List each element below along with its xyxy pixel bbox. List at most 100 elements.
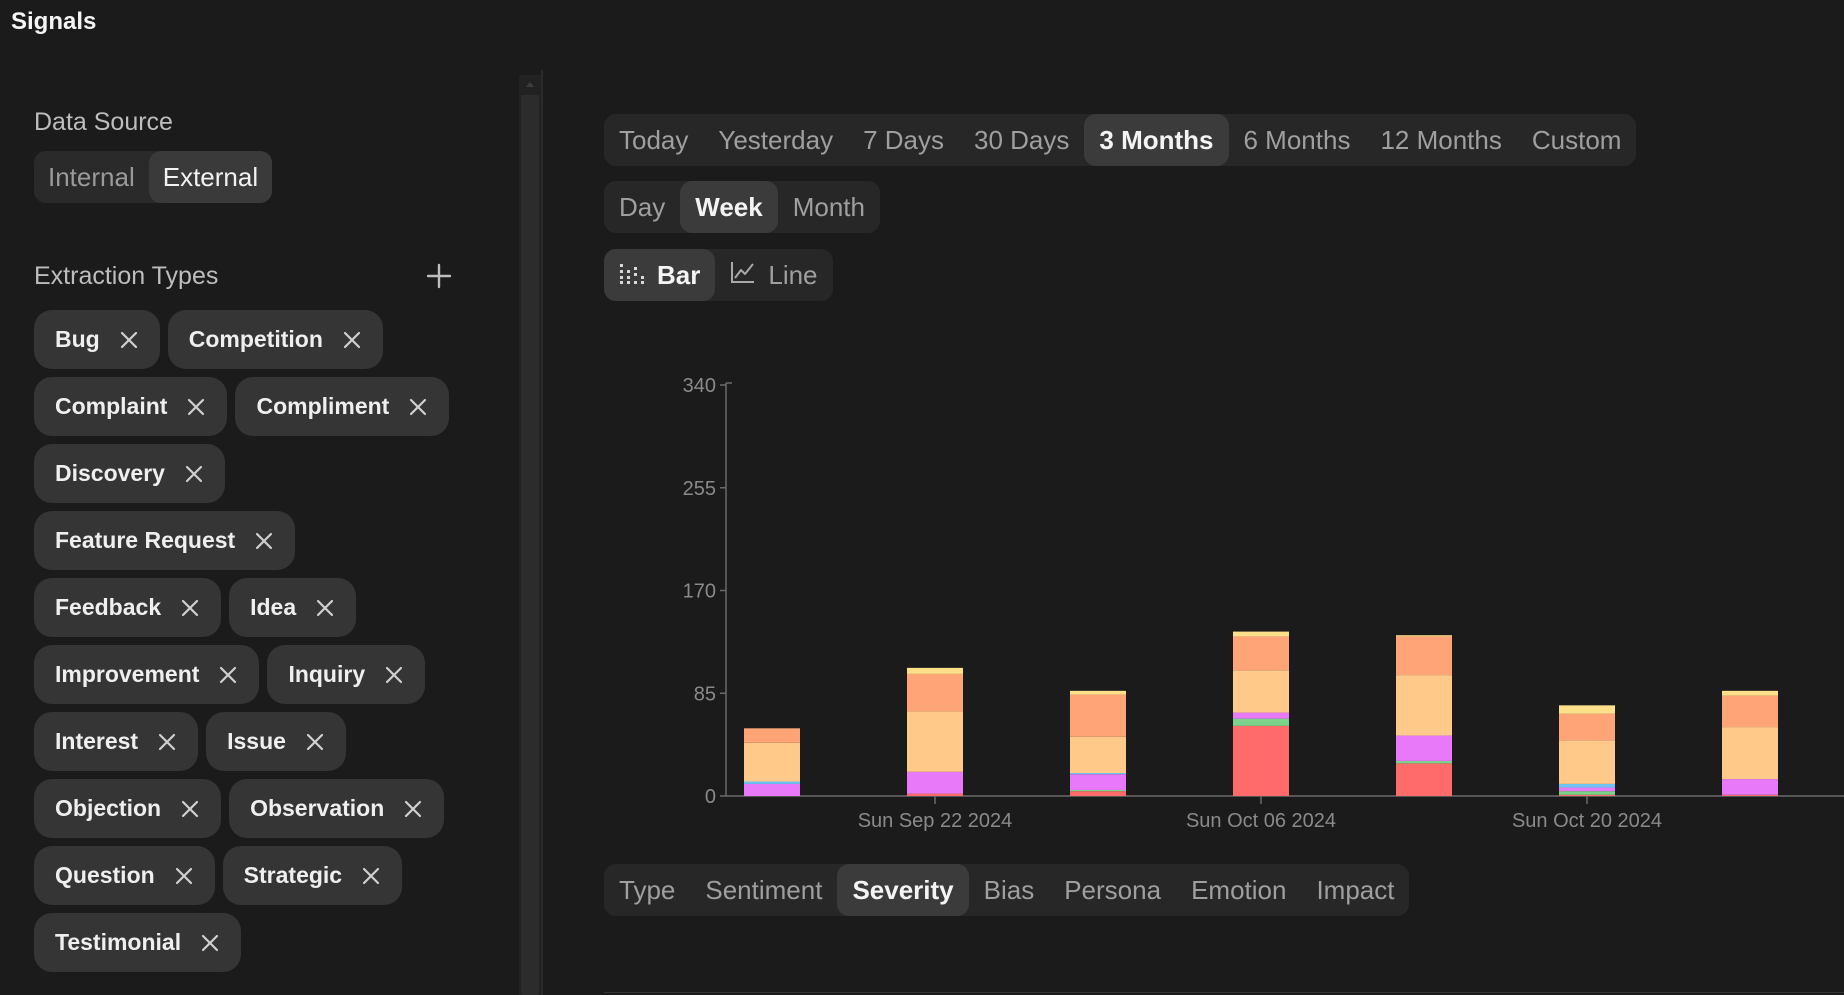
- bar-segment: [1559, 791, 1615, 795]
- chip-inquiry: Inquiry: [267, 645, 426, 704]
- chip-feedback: Feedback: [34, 578, 222, 637]
- chip-improvement: Improvement: [34, 645, 260, 704]
- app-title: Signals: [11, 8, 97, 35]
- data-source-title: Data Source: [34, 108, 173, 136]
- close-icon[interactable]: [314, 597, 336, 619]
- bar-segment: [1070, 774, 1126, 790]
- x-tick-label: Sun Oct 06 2024: [1186, 810, 1336, 832]
- bar-segment: [1070, 789, 1126, 792]
- chart-type-line[interactable]: Line: [715, 249, 832, 301]
- close-icon[interactable]: [407, 396, 429, 418]
- close-icon[interactable]: [179, 798, 201, 820]
- chip-competition: Competition: [167, 310, 383, 369]
- close-icon[interactable]: [156, 731, 178, 753]
- bar-segment: [907, 667, 963, 674]
- range-6-months[interactable]: 6 Months: [1243, 125, 1351, 155]
- data-source-internal[interactable]: Internal: [48, 162, 135, 192]
- chart-type-bar-label: Bar: [657, 260, 701, 290]
- granularity-month[interactable]: Month: [792, 192, 865, 222]
- bar-segment: [1070, 736, 1126, 774]
- x-tick-label: Sun Oct 20 2024: [1512, 810, 1662, 832]
- bar-segment: [1722, 695, 1778, 728]
- plus-icon[interactable]: [425, 262, 453, 290]
- bar-segment: [1070, 694, 1126, 737]
- chip-strategic: Strategic: [222, 846, 403, 905]
- close-icon[interactable]: [253, 530, 275, 552]
- chip-label: Strategic: [243, 862, 343, 888]
- group-by-emotion[interactable]: Emotion: [1191, 875, 1287, 905]
- chip-complaint: Complaint: [34, 377, 228, 436]
- bar-segment: [1722, 690, 1778, 696]
- chip-label: Idea: [250, 594, 297, 620]
- bar-segment: [1233, 725, 1289, 796]
- close-icon[interactable]: [185, 396, 207, 418]
- bar-segment: [1233, 636, 1289, 671]
- chip-label: Question: [55, 862, 155, 888]
- chip-label: Issue: [227, 728, 286, 754]
- chip-label: Bug: [55, 326, 100, 352]
- extraction-type-chips: Bug Competition Complaint Compliment Discove…: [34, 310, 484, 972]
- range-yesterday[interactable]: Yesterday: [718, 125, 834, 155]
- panel-divider: [541, 70, 543, 995]
- close-icon[interactable]: [179, 597, 201, 619]
- close-icon[interactable]: [383, 664, 405, 686]
- group-by-bias[interactable]: Bias: [983, 875, 1035, 905]
- signals-chart: 0 85 170 255 340 Sun Sep 22 2024 Sun Oct 06 20…: [640, 360, 1844, 840]
- group-by-selector: Type Sentiment Severity Bias Persona Emotion I…: [604, 864, 1410, 916]
- close-icon[interactable]: [217, 664, 239, 686]
- granularity-week[interactable]: Week: [680, 181, 778, 233]
- bar-segment: [907, 771, 963, 794]
- extraction-types-title: Extraction Types: [34, 262, 219, 290]
- chart-type-selector: Bar Line: [604, 249, 833, 301]
- bar-segment: [1396, 675, 1452, 736]
- granularity-day[interactable]: Day: [619, 192, 666, 222]
- bar-segment: [1396, 636, 1452, 676]
- chip-discovery: Discovery: [34, 444, 225, 503]
- range-custom[interactable]: Custom: [1531, 125, 1622, 155]
- chip-label: Complaint: [55, 393, 168, 419]
- chart-type-bar[interactable]: Bar: [604, 249, 716, 301]
- group-by-severity[interactable]: Severity: [837, 864, 969, 916]
- range-3-months[interactable]: 3 Months: [1084, 114, 1229, 166]
- data-source-toggle: Internal External: [34, 151, 273, 203]
- bar-segment: [1559, 705, 1615, 714]
- close-icon[interactable]: [341, 329, 363, 351]
- close-icon[interactable]: [360, 865, 382, 887]
- bottom-divider: [604, 992, 1844, 993]
- bar-segment: [1233, 712, 1289, 719]
- group-by-persona[interactable]: Persona: [1064, 875, 1162, 905]
- close-icon[interactable]: [183, 463, 205, 485]
- y-tick-label: 255: [683, 478, 716, 500]
- chip-idea: Idea: [229, 578, 357, 637]
- chip-feature-request: Feature Request: [34, 511, 296, 570]
- bar-segment: [1070, 791, 1126, 796]
- close-icon[interactable]: [173, 865, 195, 887]
- sidebar-scroll-thumb[interactable]: [521, 95, 539, 995]
- range-30-days[interactable]: 30 Days: [974, 125, 1070, 155]
- bar-segment: [1070, 773, 1126, 775]
- bar-segment: [1722, 794, 1778, 796]
- bar-segment: [1396, 760, 1452, 764]
- chip-bug: Bug: [34, 310, 160, 369]
- group-by-type[interactable]: Type: [619, 875, 676, 905]
- chip-label: Feedback: [55, 594, 162, 620]
- close-icon[interactable]: [199, 932, 221, 954]
- date-range-selector: Today Yesterday 7 Days 30 Days 3 Months 6 Mon…: [604, 114, 1637, 166]
- bar-segment: [1396, 735, 1452, 761]
- bar-segment: [1559, 783, 1615, 788]
- chip-label: Testimonial: [55, 929, 182, 955]
- range-7-days[interactable]: 7 Days: [863, 125, 944, 155]
- y-tick-label: 170: [683, 581, 716, 603]
- close-icon[interactable]: [402, 798, 424, 820]
- close-icon[interactable]: [118, 329, 140, 351]
- group-by-sentiment[interactable]: Sentiment: [705, 875, 823, 905]
- bar-segment: [744, 742, 800, 782]
- range-today[interactable]: Today: [619, 125, 689, 155]
- range-12-months[interactable]: 12 Months: [1380, 125, 1502, 155]
- chip-label: Inquiry: [288, 661, 366, 687]
- chip-label: Observation: [250, 795, 385, 821]
- scroll-up-arrow-icon[interactable]: [524, 76, 536, 87]
- data-source-external[interactable]: External: [148, 151, 273, 203]
- close-icon[interactable]: [304, 731, 326, 753]
- group-by-impact[interactable]: Impact: [1316, 875, 1395, 905]
